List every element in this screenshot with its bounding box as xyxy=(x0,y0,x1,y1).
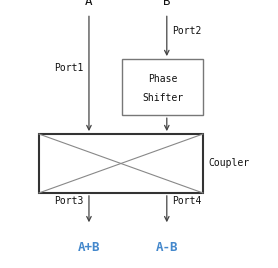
Text: Port1: Port1 xyxy=(54,63,83,73)
Text: Port3: Port3 xyxy=(54,196,83,206)
Text: Phase: Phase xyxy=(148,74,177,84)
Bar xyxy=(122,59,203,115)
Text: A+B: A+B xyxy=(78,241,100,254)
Text: Port2: Port2 xyxy=(172,26,202,36)
Text: Port4: Port4 xyxy=(172,196,202,206)
Text: A-B: A-B xyxy=(156,241,178,254)
Text: Shifter: Shifter xyxy=(142,93,183,103)
Text: Coupler: Coupler xyxy=(208,158,250,169)
Text: B: B xyxy=(163,0,170,8)
Bar xyxy=(39,134,203,193)
Text: A: A xyxy=(85,0,93,8)
